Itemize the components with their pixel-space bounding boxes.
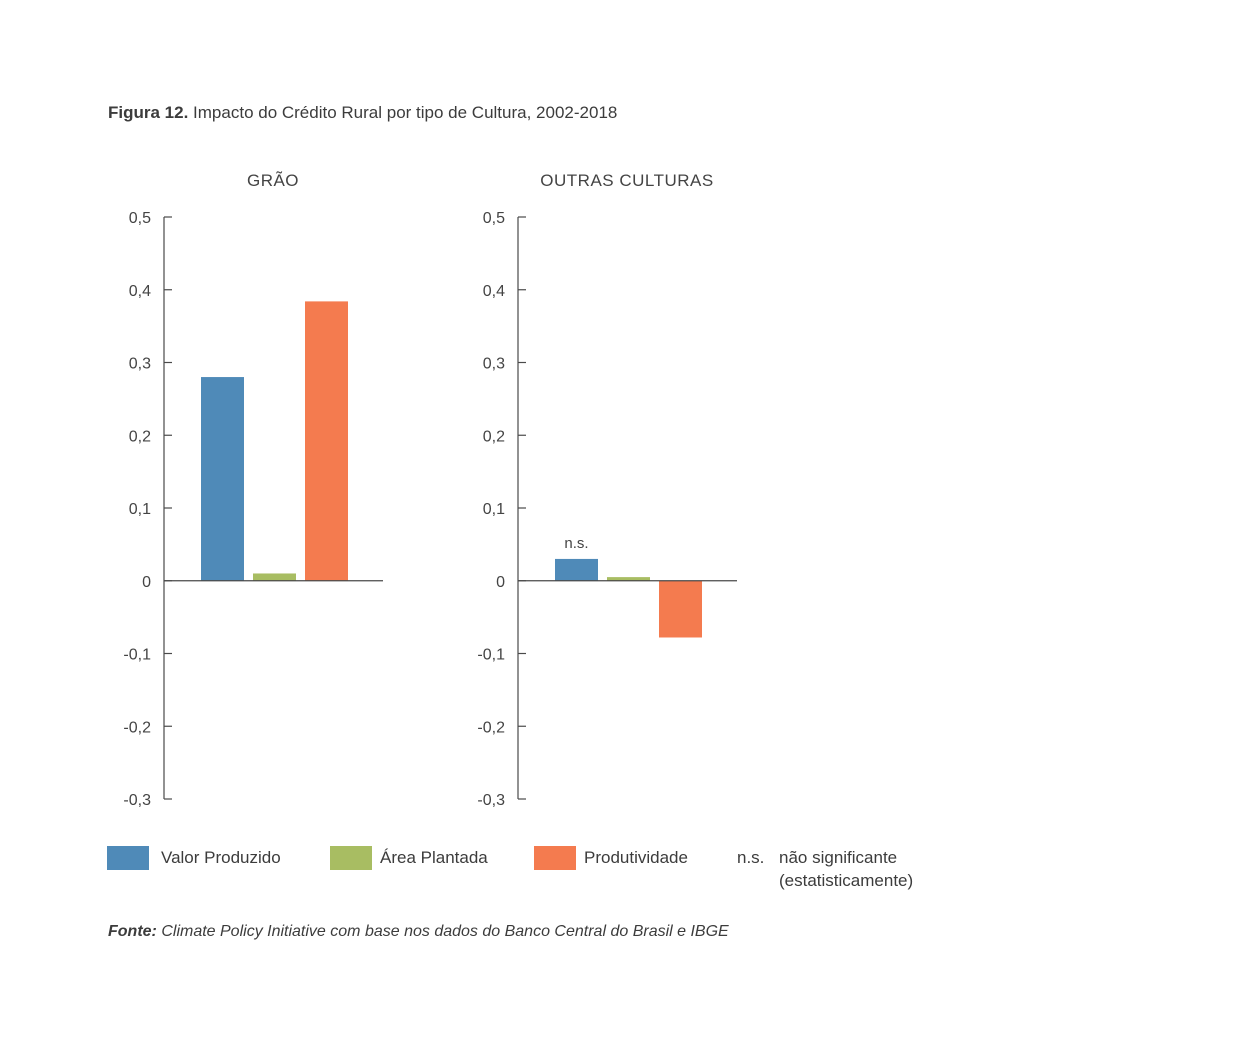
- y-tick-label: 0: [496, 574, 505, 591]
- source-text: Climate Policy Initiative com base nos d…: [161, 923, 729, 940]
- legend-label-produtividade: Produtividade: [584, 848, 688, 867]
- bar-produtividade: [305, 301, 348, 581]
- legend-ns-description: não significante (estatisticamente): [779, 846, 913, 892]
- bar-area-plantada: [253, 573, 296, 581]
- source-note: Fonte: Climate Policy Initiative com bas…: [108, 923, 729, 941]
- y-tick-label: 0,2: [483, 428, 505, 445]
- y-tick-label: -0,2: [477, 719, 505, 736]
- y-tick-label: 0,1: [129, 501, 151, 518]
- figure-title-text: Impacto do Crédito Rural por tipo de Cul…: [193, 103, 618, 122]
- source-label: Fonte:: [108, 923, 157, 940]
- legend-ns-abbrev: n.s.: [737, 848, 765, 867]
- legend-swatch-area-plantada: [330, 846, 372, 870]
- y-tick-label: 0,4: [129, 283, 151, 300]
- chart-panel-outras-culturas: OUTRAS CULTURAS 0,5 0,4 0,3 0,2 0,1 0 -0,1 -0,2 -…: [477, 171, 737, 809]
- legend-ns-line1: não significante: [779, 848, 898, 867]
- y-tick-label: 0,4: [483, 283, 505, 300]
- legend-label-valor-produzido: Valor Produzido: [161, 848, 281, 867]
- y-tick-label: -0,1: [123, 647, 151, 664]
- legend-swatch-produtividade: [534, 846, 576, 870]
- chart-panel-grao: GRÃO 0,5 0,4 0,3 0,2 0,1 0 -0,1 -0,2 -0,3: [123, 171, 383, 809]
- y-tick-label: -0,3: [123, 792, 151, 809]
- y-tick-label: 0,1: [483, 501, 505, 518]
- figure-number: Figura 12.: [108, 103, 189, 122]
- y-tick-label: 0,2: [129, 428, 151, 445]
- figure-title: Figura 12. Impacto do Crédito Rural por …: [108, 103, 617, 123]
- y-tick-label: 0,5: [129, 210, 151, 227]
- y-tick-label: 0,3: [483, 356, 505, 373]
- annotation-ns: n.s.: [564, 535, 588, 552]
- bar-valor-produzido: [201, 377, 244, 581]
- y-tick-label: 0,5: [483, 210, 505, 227]
- panel-title: GRÃO: [247, 171, 299, 190]
- bar-valor-produzido: [555, 558, 598, 581]
- legend-ns-line2: (estatisticamente): [779, 871, 914, 890]
- y-tick-label: -0,3: [477, 792, 505, 809]
- y-tick-label: -0,2: [123, 719, 151, 736]
- legend-swatch-valor-produzido: [107, 846, 149, 870]
- panel-title: OUTRAS CULTURAS: [540, 171, 713, 190]
- y-tick-label: -0,1: [477, 647, 505, 664]
- legend: Valor Produzido Área Plantada Produtivid…: [0, 846, 1241, 896]
- y-tick-label: 0: [142, 574, 151, 591]
- bar-area-plantada: [607, 577, 650, 581]
- bar-produtividade: [659, 580, 702, 638]
- y-tick-label: 0,3: [129, 356, 151, 373]
- legend-label-area-plantada: Área Plantada: [380, 848, 488, 867]
